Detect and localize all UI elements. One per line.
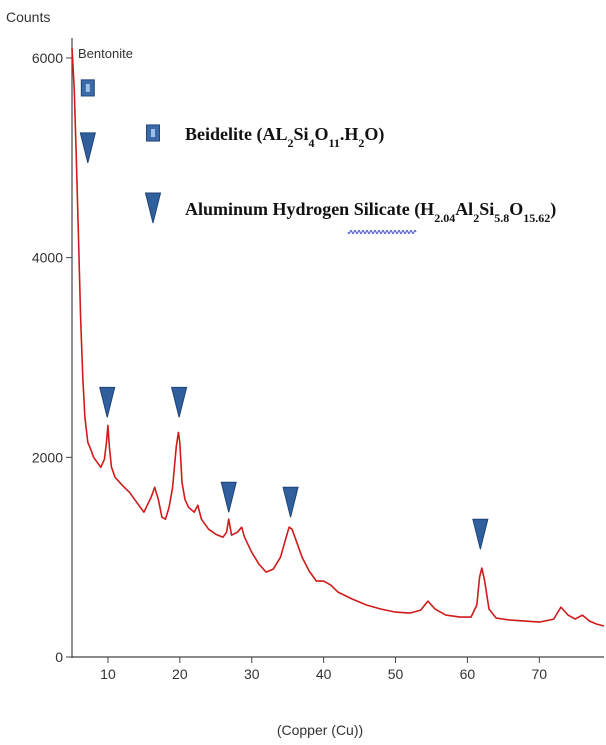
silicate-marker (472, 518, 489, 550)
x-tick-label: 60 (460, 666, 476, 682)
x-axis-title: (Copper (Cu)) (277, 722, 363, 738)
silicate-marker (99, 386, 116, 418)
x-tick-label: 30 (244, 666, 260, 682)
y-tick-label: 6000 (32, 50, 63, 66)
x-axis-ticks: 10 20 30 40 50 60 70 (100, 657, 547, 682)
y-axis-ticks: 0 2000 4000 6000 (32, 50, 72, 665)
legend-entry-1: Aluminum Hydrogen Silicate (H2.04Al2Si5.… (185, 199, 556, 225)
y-tick-label: 4000 (32, 250, 63, 266)
silicate-marker (282, 486, 299, 518)
series-label-bentonite: Bentonite (78, 46, 133, 61)
plot-area (71, 47, 605, 627)
beidelite-marker-highlight (85, 83, 90, 92)
legend-square-icon-highlight (151, 129, 155, 137)
x-tick-label: 10 (100, 666, 116, 682)
series-line-bentonite (71, 47, 605, 627)
phase-markers (79, 79, 489, 550)
chart-axes (71, 38, 604, 658)
x-tick-label: 50 (388, 666, 404, 682)
y-axis-title: Counts (6, 9, 50, 25)
spellcheck-underline (347, 230, 417, 234)
x-tick-label: 70 (532, 666, 548, 682)
silicate-marker (170, 386, 188, 418)
y-tick-label: 2000 (32, 449, 63, 465)
legend-triangle-icon (144, 192, 162, 224)
silicate-marker (220, 481, 237, 513)
legend: Beidelite (AL2Si4O11.H2O) Aluminum Hydrog… (144, 124, 556, 234)
y-tick-label: 0 (55, 649, 63, 665)
silicate-marker (79, 132, 96, 163)
x-tick-label: 40 (316, 666, 332, 682)
legend-entry-0: Beidelite (AL2Si4O11.H2O) (185, 124, 384, 150)
x-tick-label: 20 (172, 666, 188, 682)
